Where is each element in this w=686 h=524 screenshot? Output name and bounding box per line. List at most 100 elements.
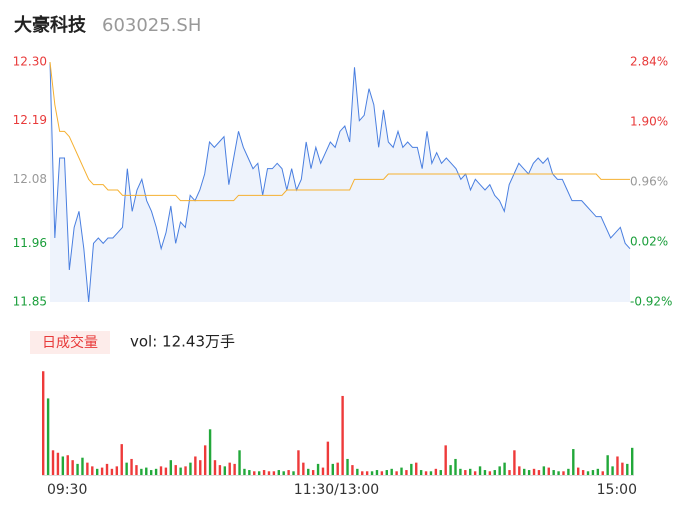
volume-bar xyxy=(557,471,560,475)
volume-bar xyxy=(130,458,133,475)
volume-bar xyxy=(547,467,550,475)
volume-bar xyxy=(213,460,217,475)
volume-bar xyxy=(527,470,531,475)
volume-bar xyxy=(513,450,516,475)
average-line xyxy=(49,61,630,202)
x-tick-label: 11:30/13:00 xyxy=(294,482,379,498)
volume-bar xyxy=(439,470,442,475)
volume-bar xyxy=(341,395,344,475)
volume-bar xyxy=(596,468,600,475)
volume-bar xyxy=(631,447,634,475)
y2-tick-label: 0.02% xyxy=(630,235,668,249)
volume-bar xyxy=(567,468,570,475)
stock-name: 大豪科技 xyxy=(14,14,87,36)
volume-bar xyxy=(56,452,60,475)
volume-bar xyxy=(577,467,580,475)
volume-bar xyxy=(194,456,197,475)
volume-bar xyxy=(518,466,521,475)
volume-bar xyxy=(311,470,315,475)
volume-bar xyxy=(586,471,590,475)
volume-bar xyxy=(189,462,192,475)
volume-title: 日成交量 xyxy=(42,334,98,351)
volume-bar xyxy=(66,455,69,475)
volume-bar xyxy=(400,467,403,475)
y-tick-label: 11.96 xyxy=(13,236,47,250)
volume-bar xyxy=(238,450,241,475)
volume-bar xyxy=(105,463,109,475)
volume-bar xyxy=(478,466,482,475)
volume-bar xyxy=(164,467,168,475)
volume-bar xyxy=(115,466,119,475)
volume-bar xyxy=(326,441,330,475)
volume-bar xyxy=(606,455,609,475)
y2-tick-label: 2.84% xyxy=(630,55,668,69)
volume-bar xyxy=(71,460,74,475)
volume-bar xyxy=(542,466,546,475)
volume-bar xyxy=(429,471,433,475)
volume-bar xyxy=(473,471,477,475)
volume-bar xyxy=(248,470,251,475)
volume-bar xyxy=(184,466,187,475)
volume-bar xyxy=(591,470,595,475)
volume-bar xyxy=(51,450,55,475)
volume-bar xyxy=(419,470,423,475)
volume-bar xyxy=(154,468,158,475)
volume-bar xyxy=(503,462,506,475)
volume-bar xyxy=(149,470,153,475)
volume-bar xyxy=(76,463,79,475)
volume-bar xyxy=(297,450,300,475)
volume-bar xyxy=(380,471,384,475)
volume-bar xyxy=(351,465,354,475)
volume-bar xyxy=(120,444,123,475)
volume-bar xyxy=(277,470,280,475)
y-tick-label: 12.08 xyxy=(13,172,47,186)
volume-bar xyxy=(385,470,388,475)
volume-bar xyxy=(493,470,496,475)
y2-tick-label: 0.96% xyxy=(630,175,668,189)
volume-bar xyxy=(179,467,182,475)
volume-bar xyxy=(469,468,472,475)
price-line xyxy=(49,61,631,303)
y2-tick-label: -0.92% xyxy=(630,295,672,309)
volume-bar xyxy=(174,465,177,475)
volume-bar xyxy=(169,460,173,475)
volume-bar xyxy=(81,457,84,475)
volume-bar xyxy=(464,470,467,475)
volume-bar xyxy=(459,468,462,475)
volume-bar xyxy=(454,458,457,475)
volume-bar xyxy=(523,468,526,475)
volume-bar xyxy=(532,468,536,475)
volume-bar xyxy=(488,471,492,475)
volume-bar xyxy=(262,470,266,475)
volume-bar xyxy=(86,462,89,475)
volume-bar xyxy=(444,445,447,475)
volume-bar xyxy=(233,463,236,475)
volume-bar xyxy=(272,471,276,475)
volume-bar xyxy=(616,456,619,475)
volume-annotation: vol: 12.43万手 xyxy=(130,333,235,351)
volume-bar xyxy=(336,462,339,475)
volume-bar xyxy=(572,449,575,475)
volume-bar xyxy=(321,467,325,475)
volume-bar xyxy=(267,471,271,475)
volume-bar xyxy=(100,467,104,475)
volume-bar xyxy=(562,471,565,475)
volume-bar xyxy=(424,471,428,475)
volume-bar xyxy=(611,466,614,475)
volume-bar xyxy=(91,466,94,475)
volume-bar xyxy=(257,471,261,475)
volume-bar xyxy=(61,456,65,475)
volume-bar xyxy=(243,468,246,475)
volume-bar xyxy=(302,462,305,475)
volume-bar xyxy=(415,462,418,475)
volume-bar xyxy=(410,463,413,475)
volume-bar xyxy=(223,466,227,475)
volume-bar xyxy=(307,468,310,475)
volume-bar xyxy=(552,470,555,475)
volume-bar xyxy=(95,468,99,475)
x-tick-label: 15:00 xyxy=(597,482,637,498)
volume-bar xyxy=(483,470,487,475)
price-area xyxy=(50,62,630,302)
volume-bar xyxy=(208,429,212,475)
